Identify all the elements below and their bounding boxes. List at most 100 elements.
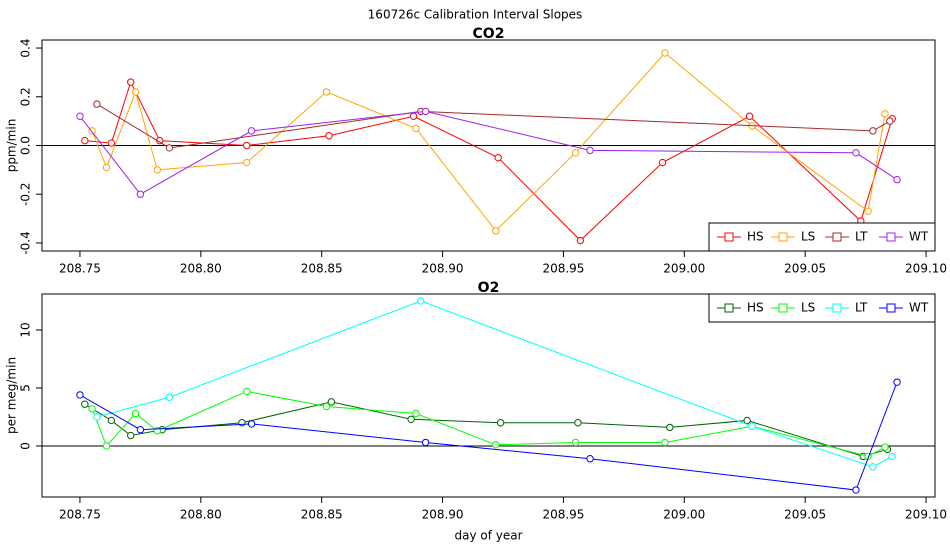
x-tick-label: 208.95 (542, 262, 584, 276)
legend-label: WT (909, 301, 929, 315)
series-line (91, 390, 886, 457)
data-point (131, 409, 140, 418)
data-point (574, 419, 582, 427)
panel-title: O2 (478, 280, 500, 296)
y-tick-label: -0.2 (19, 183, 33, 206)
data-point (496, 419, 505, 427)
data-point (864, 207, 872, 215)
x-tick-label: 208.75 (59, 262, 101, 276)
data-point (852, 486, 860, 494)
data-point (661, 49, 669, 57)
legend-label: LS (801, 230, 815, 244)
legend-symbol (886, 232, 896, 242)
data-point (407, 415, 415, 423)
data-point (107, 416, 116, 425)
legend-symbol (832, 303, 842, 313)
data-point (93, 413, 101, 421)
data-point (325, 132, 333, 140)
data-point (893, 175, 901, 184)
data-point (571, 438, 580, 447)
x-tick-label: 208.95 (542, 508, 584, 522)
x-tick-label: 209.00 (663, 262, 705, 276)
data-point (576, 236, 585, 245)
data-point (421, 107, 430, 116)
data-point (666, 423, 674, 432)
y-tick-label: 0.2 (19, 87, 33, 106)
legend-symbol (778, 303, 788, 313)
plot-frame (41, 39, 936, 252)
data-point (409, 112, 418, 120)
data-point (93, 100, 101, 108)
legend-symbol (724, 303, 734, 313)
y-tick-label: 10 (19, 322, 33, 337)
x-tick-label: 208.80 (180, 262, 222, 276)
data-point (131, 88, 140, 96)
y-tick-label: -0.4 (19, 231, 33, 254)
data-point (571, 149, 580, 157)
legend-symbol (886, 303, 896, 313)
data-point (136, 426, 145, 434)
data-point (492, 227, 500, 235)
x-tick-label: 208.85 (301, 262, 343, 276)
data-point (881, 443, 889, 451)
series-line (79, 381, 898, 491)
data-point (888, 452, 896, 461)
data-point (127, 431, 135, 440)
data-point (869, 463, 877, 471)
data-point (243, 387, 251, 396)
y-axis-label: ppm/min (5, 119, 19, 173)
data-point (661, 438, 669, 447)
data-point (102, 442, 111, 450)
x-tick-label: 209.00 (663, 508, 705, 522)
x-tick-label: 209.05 (784, 508, 826, 522)
legend-label: HS (747, 230, 764, 244)
x-tick-label: 208.80 (180, 508, 222, 522)
data-point (893, 378, 901, 386)
data-point (153, 166, 162, 174)
data-point (658, 158, 667, 167)
data-point (412, 124, 420, 133)
data-point (417, 297, 425, 305)
y-axis-label: per meg/min (5, 357, 19, 434)
y-tick-label: 0.0 (19, 136, 33, 155)
data-point (76, 391, 84, 399)
legend-label: LS (801, 301, 815, 315)
data-point (881, 110, 889, 118)
y-tick-label: 0 (19, 442, 33, 450)
y-tick-label: 5 (19, 384, 33, 392)
data-point (136, 190, 145, 198)
data-point (494, 153, 502, 162)
data-point (412, 409, 420, 418)
data-point (745, 112, 754, 120)
data-point (243, 141, 251, 150)
data-point (492, 441, 500, 449)
legend-symbol (778, 232, 788, 242)
data-point (243, 158, 251, 167)
data-point (869, 127, 877, 135)
x-tick-label: 208.85 (301, 508, 343, 522)
data-point (81, 136, 89, 145)
x-axis-label: day of year (454, 529, 522, 543)
data-point (743, 416, 751, 425)
legend-label: LT (855, 230, 868, 244)
x-tick-label: 209.05 (784, 262, 826, 276)
data-point (165, 144, 174, 152)
panel-title: CO2 (473, 26, 505, 42)
x-tick-label: 209.10 (905, 508, 947, 522)
data-point (748, 422, 756, 430)
data-point (102, 163, 111, 172)
legend-symbol (832, 232, 842, 242)
data-point (322, 88, 331, 96)
x-tick-label: 208.90 (422, 262, 464, 276)
data-point (247, 127, 256, 135)
data-point (586, 455, 594, 463)
data-point (247, 420, 256, 428)
data-point (88, 405, 96, 413)
data-point (107, 139, 116, 147)
data-point (322, 402, 331, 411)
legend-label: LT (855, 301, 868, 315)
data-point (886, 117, 894, 125)
data-point (127, 78, 135, 86)
data-point (852, 149, 860, 157)
